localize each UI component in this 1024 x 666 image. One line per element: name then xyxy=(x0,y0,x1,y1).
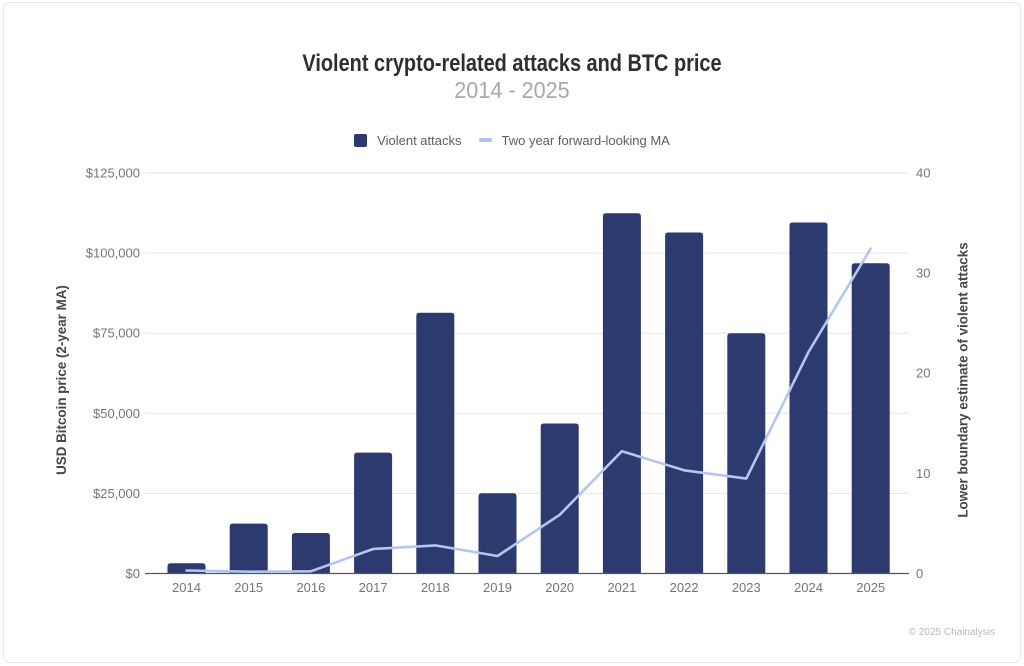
svg-text:USD Bitcoin price (2-year MA): USD Bitcoin price (2-year MA) xyxy=(54,285,69,475)
svg-text:2015: 2015 xyxy=(234,580,263,595)
svg-text:2016: 2016 xyxy=(296,580,325,595)
svg-text:$0: $0 xyxy=(126,566,140,581)
svg-text:0: 0 xyxy=(916,566,923,581)
svg-text:$75,000: $75,000 xyxy=(93,326,140,341)
svg-text:Lower boundary estimate of vio: Lower boundary estimate of violent attac… xyxy=(956,242,971,517)
svg-text:10: 10 xyxy=(916,466,930,481)
svg-text:2020: 2020 xyxy=(545,580,574,595)
svg-text:2014: 2014 xyxy=(172,580,201,595)
svg-text:30: 30 xyxy=(916,266,930,281)
svg-text:40: 40 xyxy=(916,166,930,181)
svg-text:$100,000: $100,000 xyxy=(86,246,140,261)
svg-text:$50,000: $50,000 xyxy=(93,406,140,421)
svg-text:2018: 2018 xyxy=(421,580,450,595)
svg-text:$125,000: $125,000 xyxy=(86,166,140,181)
svg-text:2022: 2022 xyxy=(670,580,699,595)
svg-text:2021: 2021 xyxy=(607,580,636,595)
svg-text:20: 20 xyxy=(916,366,930,381)
svg-text:2023: 2023 xyxy=(732,580,761,595)
svg-text:2019: 2019 xyxy=(483,580,512,595)
svg-text:$25,000: $25,000 xyxy=(93,486,140,501)
svg-text:2017: 2017 xyxy=(359,580,388,595)
svg-text:2024: 2024 xyxy=(794,580,823,595)
svg-text:2025: 2025 xyxy=(856,580,885,595)
